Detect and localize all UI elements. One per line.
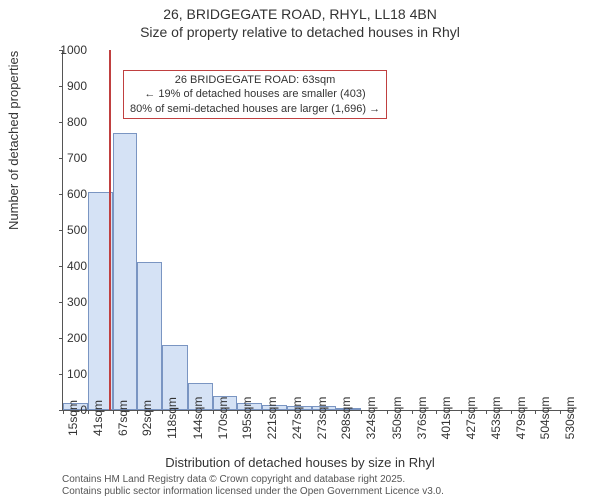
x-tick-mark — [262, 410, 263, 414]
y-tick-label: 400 — [47, 259, 87, 273]
x-tick-mark — [387, 410, 388, 414]
x-tick-label: 453sqm — [489, 397, 503, 440]
y-tick-label: 300 — [47, 295, 87, 309]
plot-area: 26 BRIDGEGATE ROAD: 63sqm← 19% of detach… — [62, 50, 573, 411]
x-tick-label: 324sqm — [364, 397, 378, 440]
x-tick-mark — [162, 410, 163, 414]
x-tick-mark — [461, 410, 462, 414]
x-tick-label: 195sqm — [240, 397, 254, 440]
x-tick-label: 298sqm — [339, 397, 353, 440]
x-tick-mark — [511, 410, 512, 414]
x-tick-mark — [560, 410, 561, 414]
x-tick-label: 92sqm — [140, 400, 154, 436]
x-tick-label: 273sqm — [315, 397, 329, 440]
x-tick-label: 247sqm — [290, 397, 304, 440]
y-tick-label: 100 — [47, 367, 87, 381]
x-tick-mark — [312, 410, 313, 414]
property-marker-line — [109, 50, 111, 410]
x-tick-mark — [213, 410, 214, 414]
x-tick-mark — [88, 410, 89, 414]
x-tick-label: 401sqm — [439, 397, 453, 440]
x-tick-label: 479sqm — [514, 397, 528, 440]
x-tick-label: 350sqm — [390, 397, 404, 440]
x-tick-mark — [336, 410, 337, 414]
x-tick-mark — [137, 410, 138, 414]
y-tick-label: 1000 — [47, 43, 87, 57]
x-tick-label: 221sqm — [265, 397, 279, 440]
x-axis-label: Distribution of detached houses by size … — [0, 455, 600, 470]
y-tick-label: 200 — [47, 331, 87, 345]
x-tick-mark — [237, 410, 238, 414]
histogram-bar — [137, 262, 162, 410]
x-tick-mark — [412, 410, 413, 414]
x-tick-label: 376sqm — [415, 397, 429, 440]
y-tick-label: 800 — [47, 115, 87, 129]
x-tick-mark — [486, 410, 487, 414]
x-tick-label: 427sqm — [464, 397, 478, 440]
x-tick-mark — [361, 410, 362, 414]
x-tick-label: 67sqm — [116, 400, 130, 436]
chart-title-main: 26, BRIDGEGATE ROAD, RHYL, LL18 4BN — [0, 6, 600, 22]
annotation-line: 26 BRIDGEGATE ROAD: 63sqm — [130, 73, 380, 87]
footer-line1: Contains HM Land Registry data © Crown c… — [62, 474, 444, 486]
x-tick-label: 15sqm — [66, 400, 80, 436]
x-tick-mark — [287, 410, 288, 414]
footer-line2: Contains public sector information licen… — [62, 486, 444, 498]
y-axis-label: Number of detached properties — [6, 51, 21, 230]
x-tick-label: 170sqm — [216, 397, 230, 440]
histogram-bar — [113, 133, 137, 410]
x-tick-mark — [113, 410, 114, 414]
x-tick-mark — [188, 410, 189, 414]
y-tick-label: 700 — [47, 151, 87, 165]
y-tick-label: 600 — [47, 187, 87, 201]
chart-title-sub: Size of property relative to detached ho… — [0, 24, 600, 40]
x-tick-label: 144sqm — [191, 397, 205, 440]
y-tick-label: 500 — [47, 223, 87, 237]
annotation-box: 26 BRIDGEGATE ROAD: 63sqm← 19% of detach… — [123, 70, 387, 119]
x-tick-label: 504sqm — [538, 397, 552, 440]
x-tick-label: 41sqm — [91, 400, 105, 436]
y-tick-label: 900 — [47, 79, 87, 93]
x-tick-label: 118sqm — [165, 397, 179, 439]
annotation-line: 80% of semi-detached houses are larger (… — [130, 102, 380, 116]
footer-attribution: Contains HM Land Registry data © Crown c… — [62, 474, 444, 498]
x-tick-mark — [535, 410, 536, 414]
x-tick-mark — [436, 410, 437, 414]
x-tick-label: 530sqm — [563, 397, 577, 440]
annotation-line: ← 19% of detached houses are smaller (40… — [130, 87, 380, 101]
chart-container: 26, BRIDGEGATE ROAD, RHYL, LL18 4BN Size… — [0, 0, 600, 500]
